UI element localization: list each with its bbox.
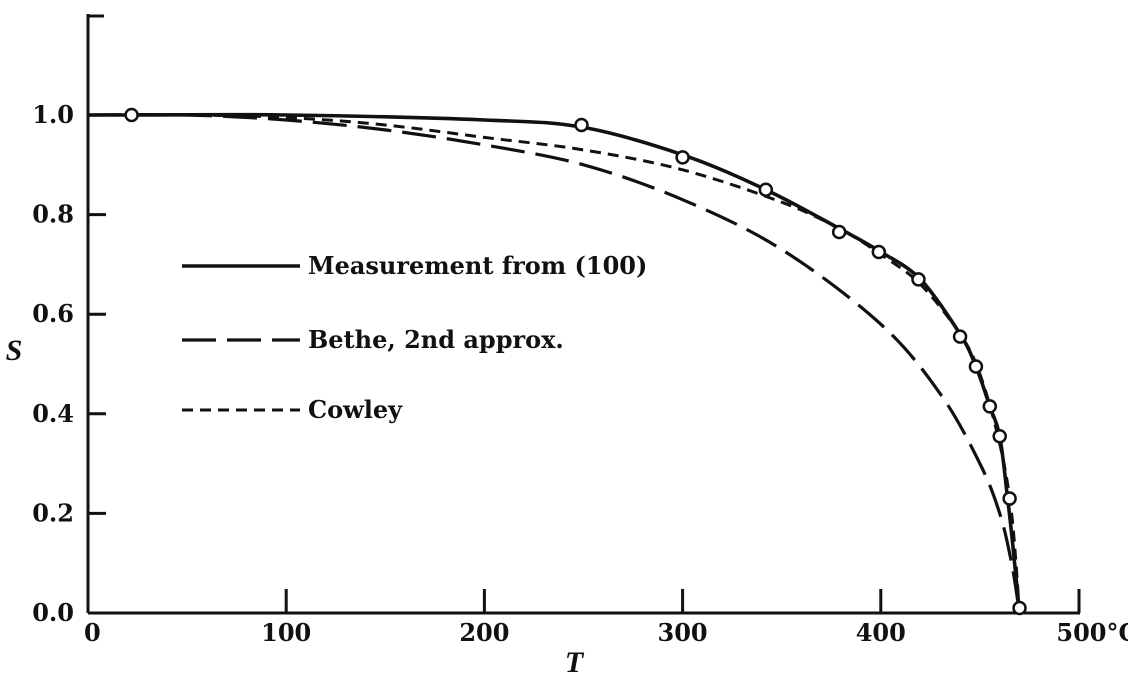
markers <box>124 107 1027 616</box>
data-point-marker <box>911 272 926 287</box>
y-tick-label: 0.4 <box>32 399 74 428</box>
data-point-marker <box>1012 600 1027 616</box>
series-line-short-dash <box>87 113 1021 614</box>
x-tick-label: 300 <box>658 618 708 647</box>
y-tick-label: 0.2 <box>32 498 74 527</box>
x-tick-label: 400 <box>856 618 906 647</box>
data-point-marker <box>952 329 968 344</box>
data-point-marker <box>982 399 998 414</box>
data-point-marker <box>992 428 1007 444</box>
legend: Measurement from (100) Bethe, 2nd approx.… <box>182 251 647 424</box>
data-point-marker <box>1002 491 1017 506</box>
x-axis-title: T <box>565 646 585 675</box>
axes <box>86 14 1080 615</box>
data-point-marker <box>871 244 887 260</box>
x-tick-label: 100 <box>261 618 311 647</box>
legend-label: Measurement from (100) <box>308 251 647 280</box>
y-axis-title: S <box>6 334 23 367</box>
data-point-marker <box>124 107 139 123</box>
curves <box>87 112 1022 614</box>
data-point-marker <box>968 359 984 374</box>
series-line-solid <box>87 112 1022 614</box>
series-line-long-dash <box>87 113 1022 614</box>
data-point-marker <box>758 182 774 197</box>
data-point-marker <box>831 224 847 240</box>
data-point-marker <box>574 117 589 133</box>
x-tick-label: 0 <box>84 618 101 647</box>
x-tick-label: 200 <box>459 618 509 647</box>
y-tick-label: 1.0 <box>32 100 74 129</box>
legend-label: Bethe, 2nd approx. <box>308 325 564 354</box>
y-tick-label: 0.8 <box>32 200 74 229</box>
x-tick-label: 500°C <box>1056 618 1128 647</box>
legend-label: Cowley <box>308 395 403 424</box>
y-tick-label: 0.6 <box>32 299 74 328</box>
y-tick-label: 0.0 <box>32 598 74 627</box>
ticks: 0 100 200 300 400 500°C 0.0 0.2 0.4 0.6 0.8 1.0 <box>32 100 1128 647</box>
data-point-marker <box>675 150 690 165</box>
